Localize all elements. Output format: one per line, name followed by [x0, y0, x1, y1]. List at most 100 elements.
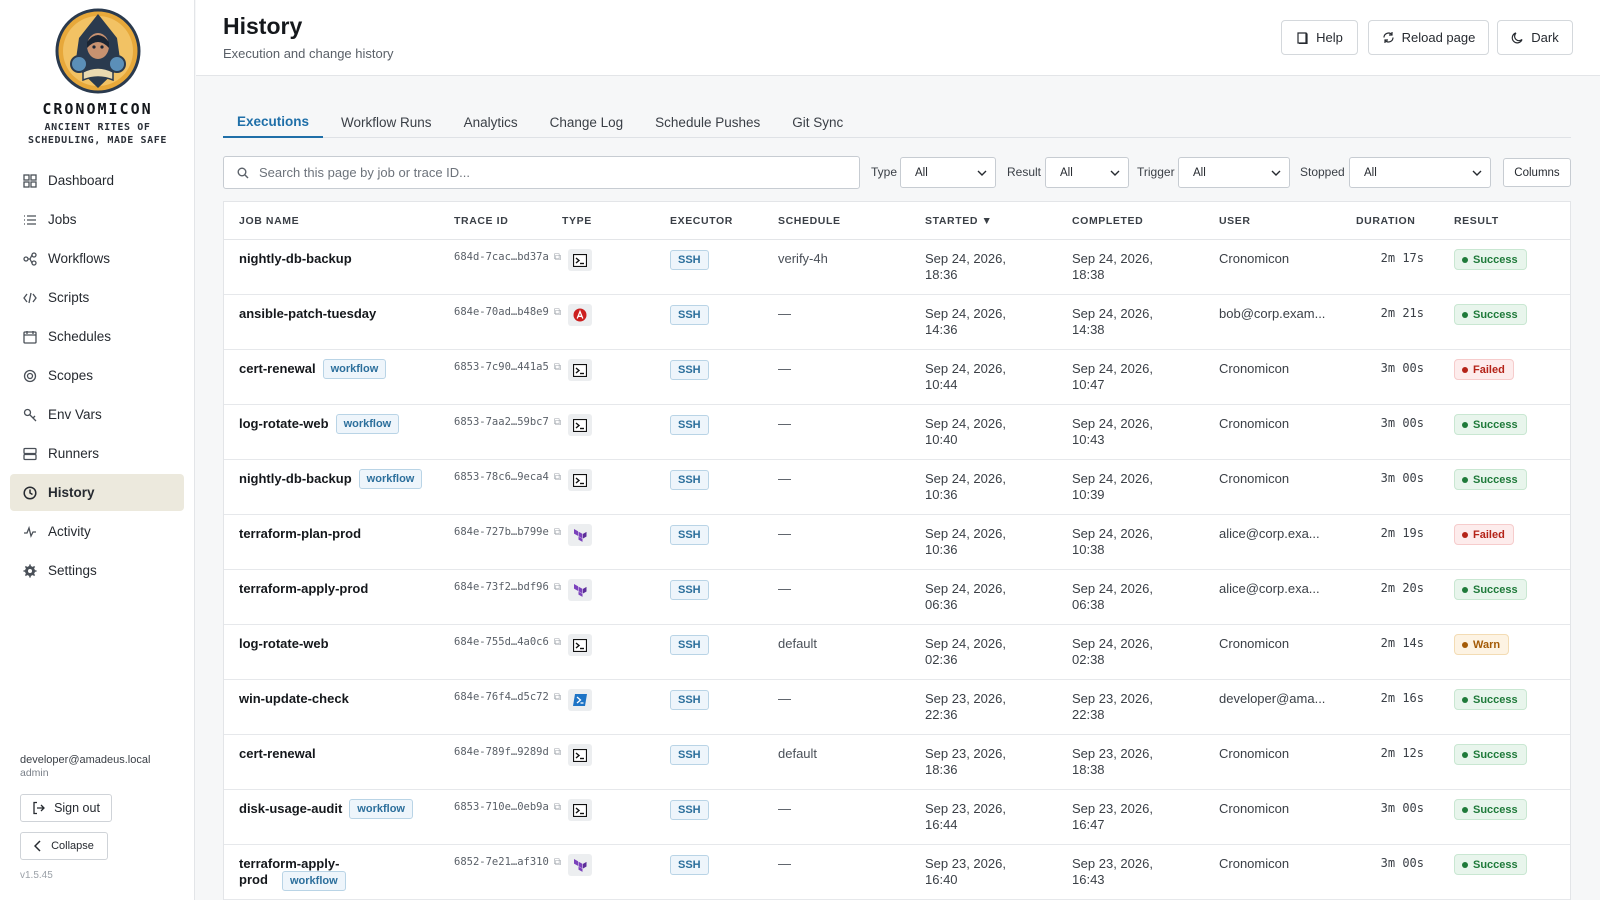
col-trace-id[interactable]: TRACE ID: [454, 215, 509, 227]
sidebar-item-schedules[interactable]: Schedules: [10, 318, 184, 355]
job-name-link[interactable]: cert-renewal: [239, 746, 316, 761]
table-row[interactable]: cert-renewal workflow 6853-7c90…441a5 ⧉ SSH —…: [224, 350, 1570, 405]
col-executor[interactable]: EXECUTOR: [670, 215, 733, 227]
terraform-icon[interactable]: [568, 854, 592, 876]
table-row[interactable]: cert-renewal 684e-789f…9289d ⧉ SSH default Se…: [224, 735, 1570, 790]
status-badge: Success: [1454, 414, 1527, 435]
job-name-link[interactable]: log-rotate-web: [239, 416, 329, 431]
sign-out-button[interactable]: Sign out: [20, 794, 112, 822]
copy-icon[interactable]: ⧉: [553, 801, 561, 813]
copy-icon[interactable]: ⧉: [553, 856, 561, 868]
table-row[interactable]: terraform-apply-prod workflow 6852-7e21…af…: [224, 845, 1570, 900]
sidebar-item-runners[interactable]: Runners: [10, 435, 184, 472]
copy-icon[interactable]: ⧉: [553, 526, 561, 538]
col-user[interactable]: USER: [1219, 215, 1251, 227]
col-completed[interactable]: COMPLETED: [1072, 215, 1144, 227]
job-name-link[interactable]: ansible-patch-tuesday: [239, 306, 377, 321]
completed-date: Sep 23, 2026,: [1072, 691, 1153, 706]
table-row[interactable]: nightly-db-backup 684d-7cac…bd37a ⧉ SSH veri…: [224, 240, 1570, 295]
job-name-link[interactable]: win-update-check: [239, 691, 349, 706]
job-name-link[interactable]: disk-usage-audit: [239, 801, 343, 816]
sidebar-item-workflows[interactable]: Workflows: [10, 240, 184, 277]
table-row[interactable]: log-rotate-web 684e-755d…4a0c6 ⧉ SSH default…: [224, 625, 1570, 680]
copy-icon[interactable]: ⧉: [553, 306, 561, 318]
job-name-link[interactable]: log-rotate-web: [239, 636, 329, 651]
table-row[interactable]: terraform-apply-prod 684e-73f2…bdf96 ⧉ SSH —…: [224, 570, 1570, 625]
terminal-icon[interactable]: [568, 634, 592, 656]
trigger-filter-select[interactable]: All: [1178, 157, 1290, 188]
ansible-icon[interactable]: [568, 304, 592, 326]
copy-icon[interactable]: ⧉: [553, 416, 561, 428]
tab-workflow-runs[interactable]: Workflow Runs: [341, 114, 432, 130]
job-name-cell: win-update-check: [239, 691, 449, 707]
terminal-icon[interactable]: [568, 414, 592, 436]
tab-git-sync[interactable]: Git Sync: [792, 114, 844, 130]
duration-cell: 3m 00s: [1380, 361, 1424, 375]
table-row[interactable]: nightly-db-backup workflow 6853-78c6…9eca4…: [224, 460, 1570, 515]
table-row[interactable]: ansible-patch-tuesday 684e-70ad…b48e9 ⧉ SSH…: [224, 295, 1570, 350]
sidebar-item-dashboard[interactable]: Dashboard: [10, 162, 184, 199]
terraform-icon[interactable]: [568, 524, 592, 546]
copy-icon[interactable]: ⧉: [553, 251, 561, 263]
sidebar-item-scripts[interactable]: Scripts: [10, 279, 184, 316]
job-name-link[interactable]: terraform-apply-prod: [239, 856, 340, 887]
tab-analytics[interactable]: Analytics: [463, 114, 518, 130]
sidebar-item-activity[interactable]: Activity: [10, 513, 184, 550]
job-name-link[interactable]: terraform-apply-prod: [239, 581, 369, 596]
copy-icon[interactable]: ⧉: [553, 691, 561, 703]
col-started[interactable]: STARTED ▼: [925, 215, 993, 227]
reload-page-button[interactable]: Reload page: [1368, 20, 1489, 55]
col-type[interactable]: TYPE: [562, 215, 592, 227]
table-row[interactable]: win-update-check 684e-76f4…d5c72 ⧉ SSH — Sep …: [224, 680, 1570, 735]
terraform-icon[interactable]: [568, 579, 592, 601]
sidebar-item-scopes[interactable]: Scopes: [10, 357, 184, 394]
table-row[interactable]: disk-usage-audit workflow 6853-710e…0eb9a ⧉…: [224, 790, 1570, 845]
sidebar-item-settings[interactable]: Settings: [10, 552, 184, 589]
duration-cell: 2m 19s: [1380, 526, 1424, 540]
terminal-icon[interactable]: [568, 799, 592, 821]
table-row[interactable]: terraform-plan-prod 684e-727b…b799e ⧉ SSH — S…: [224, 515, 1570, 570]
col-job-name[interactable]: JOB NAME: [239, 215, 300, 227]
duration-cell: 2m 21s: [1380, 306, 1424, 320]
copy-icon[interactable]: ⧉: [553, 361, 561, 373]
powershell-icon[interactable]: [568, 689, 592, 711]
help-button[interactable]: Help: [1281, 20, 1358, 55]
columns-button[interactable]: Columns: [1503, 158, 1571, 187]
stopped-filter-select[interactable]: All: [1349, 157, 1491, 188]
user-cell: Cronomicon: [1219, 746, 1290, 761]
col-schedule[interactable]: SCHEDULE: [778, 215, 841, 227]
type-filter-select[interactable]: All: [900, 157, 996, 188]
collapse-sidebar-button[interactable]: Collapse: [20, 832, 108, 860]
terminal-icon[interactable]: [568, 249, 592, 271]
terminal-icon[interactable]: [568, 744, 592, 766]
col-result[interactable]: RESULT: [1454, 215, 1499, 227]
col-duration[interactable]: DURATION: [1356, 215, 1416, 227]
type-filter-label: Type: [871, 165, 898, 179]
hooded-figure-logo-icon[interactable]: [55, 8, 141, 94]
sidebar-item-history[interactable]: History: [10, 474, 184, 511]
terminal-icon[interactable]: [568, 359, 592, 381]
tab-change-log[interactable]: Change Log: [549, 114, 624, 130]
copy-icon[interactable]: ⧉: [553, 636, 561, 648]
job-name-link[interactable]: nightly-db-backup: [239, 471, 352, 486]
started-time: 10:44: [925, 377, 958, 392]
copy-icon[interactable]: ⧉: [553, 746, 561, 758]
search-input[interactable]: [259, 165, 819, 180]
terminal-icon[interactable]: [568, 469, 592, 491]
theme-toggle-button[interactable]: Dark: [1497, 20, 1573, 55]
result-filter-select[interactable]: All: [1045, 157, 1129, 188]
sidebar-item-jobs[interactable]: Jobs: [10, 201, 184, 238]
stopped-filter-value: All: [1364, 166, 1377, 179]
copy-icon[interactable]: ⧉: [553, 581, 561, 593]
tab-executions[interactable]: Executions: [223, 106, 324, 138]
copy-icon[interactable]: ⧉: [553, 471, 561, 483]
completed-cell: Sep 24, 2026, 02:38: [1072, 636, 1153, 668]
completed-date: Sep 24, 2026,: [1072, 251, 1153, 266]
job-name-link[interactable]: nightly-db-backup: [239, 251, 352, 266]
sidebar-item-env-vars[interactable]: Env Vars: [10, 396, 184, 433]
sidebar-item-label: Runners: [48, 446, 100, 461]
tab-schedule-pushes[interactable]: Schedule Pushes: [655, 114, 761, 130]
job-name-link[interactable]: terraform-plan-prod: [239, 526, 362, 541]
table-row[interactable]: log-rotate-web workflow 6853-7aa2…59bc7 ⧉ SS…: [224, 405, 1570, 460]
job-name-link[interactable]: cert-renewal: [239, 361, 316, 376]
